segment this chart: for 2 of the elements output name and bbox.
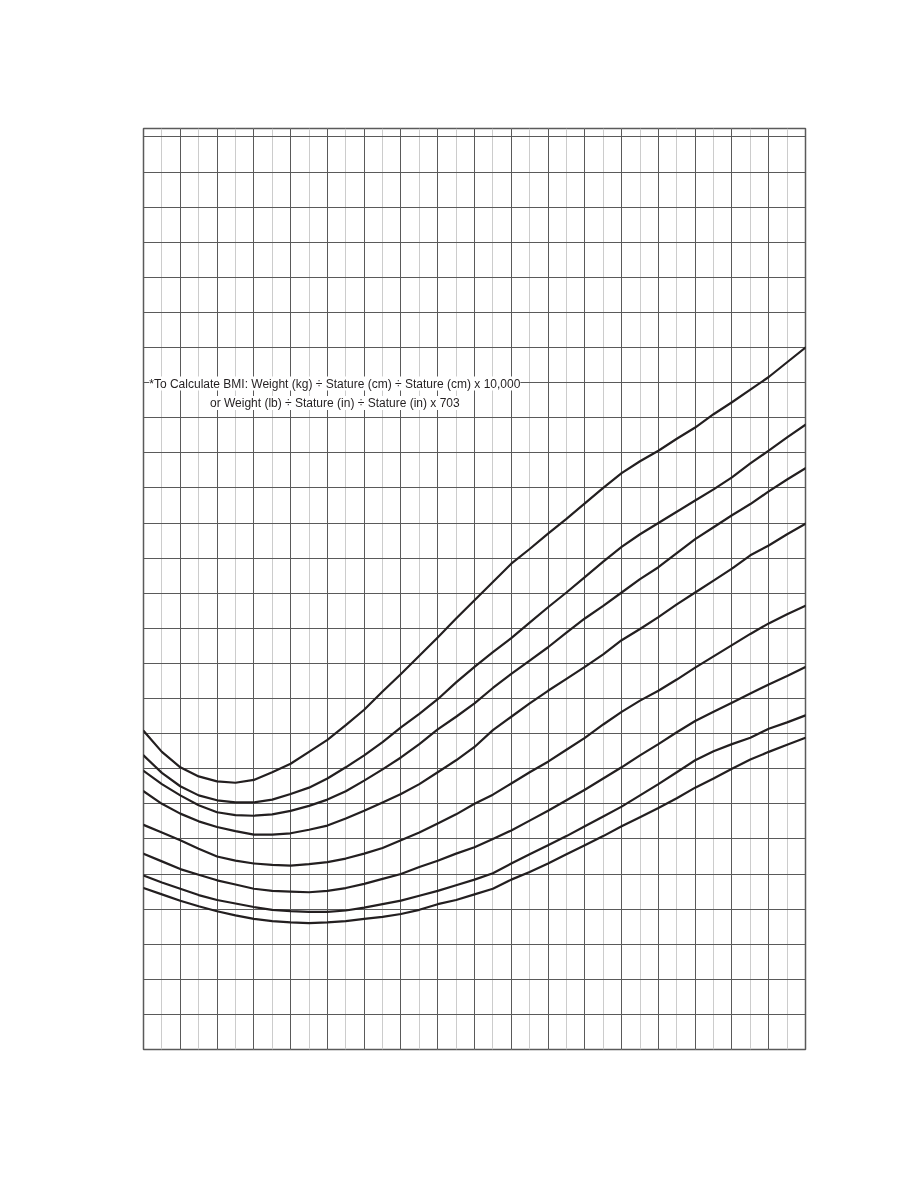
- annotation: *To Calculate BMI: Weight (kg) ÷ Stature (cm) ÷ Stature (cm) x 10,000: [149, 376, 521, 391]
- annotation: or Weight (lb) ÷ Stature (in) ÷ Stature (in) x 703: [209, 395, 460, 410]
